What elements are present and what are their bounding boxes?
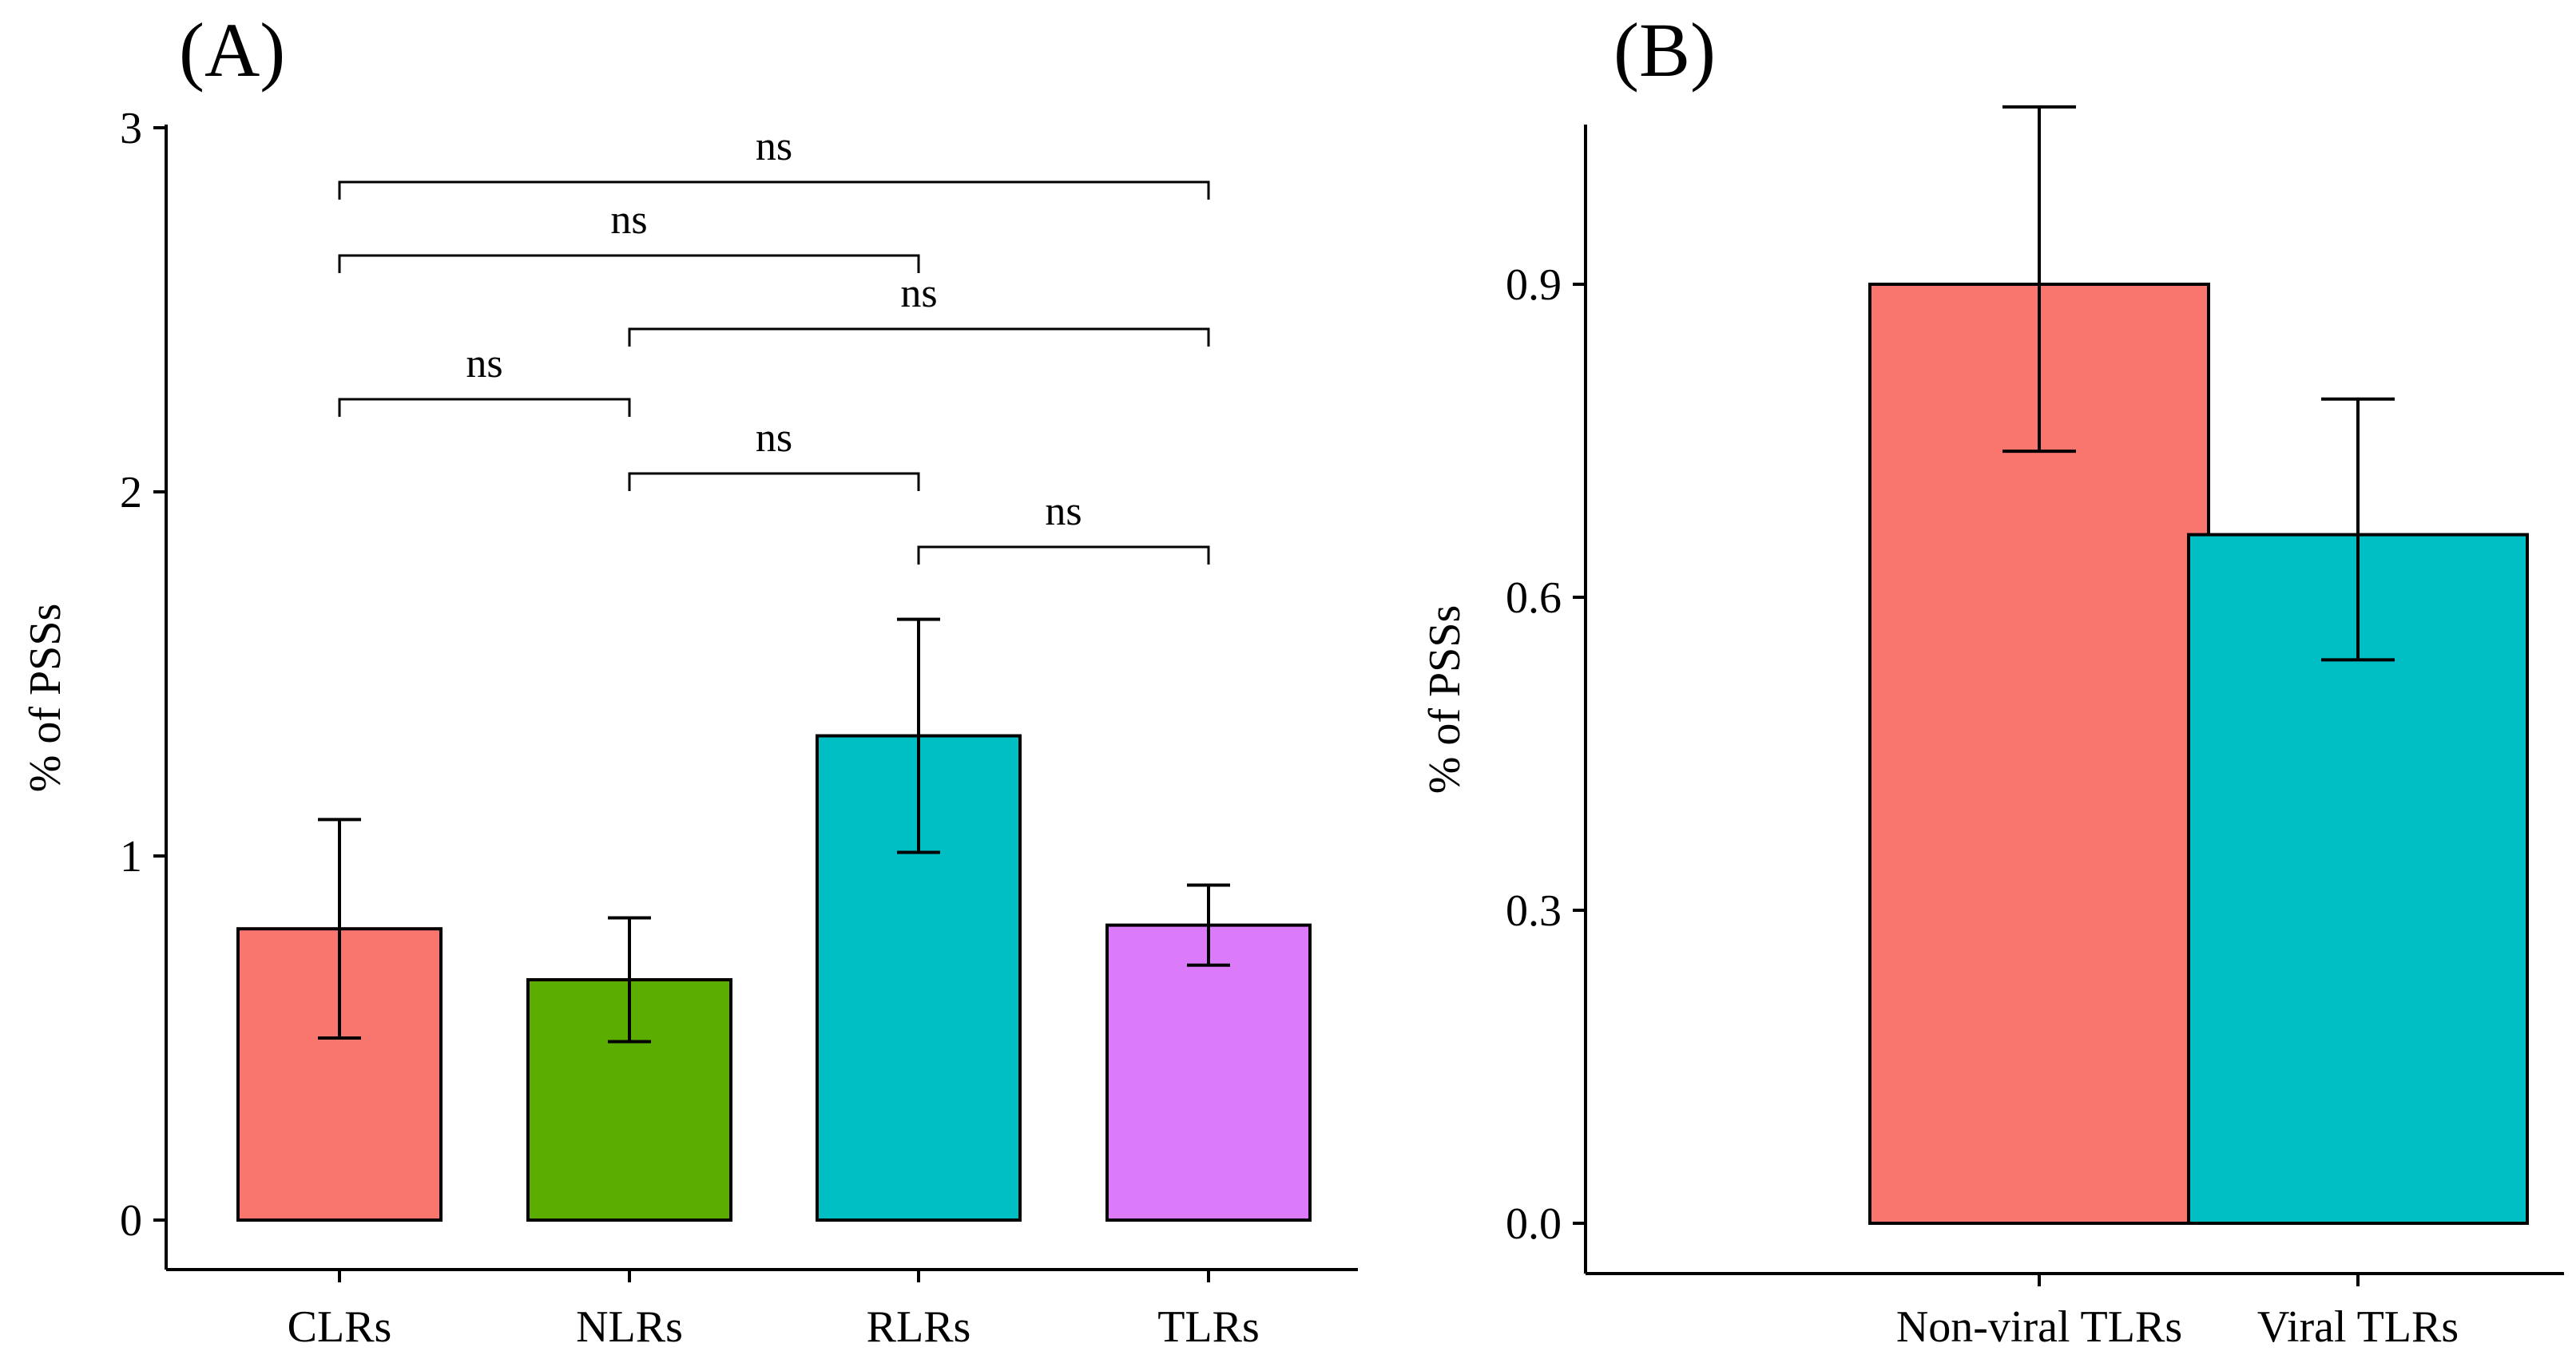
panel-a-y-axis-title: % of PSSs	[21, 604, 70, 793]
bar-tlrs	[1105, 923, 1312, 1222]
significance-bracket	[628, 472, 920, 491]
error-bar-nlrs	[608, 916, 651, 1044]
panel-a-label: (A)	[179, 7, 285, 93]
significance-bracket	[338, 180, 1210, 200]
error-bar-non-viral-tlrs	[2002, 105, 2076, 454]
panel-b-y-axis-title: % of PSSs	[1420, 605, 1470, 794]
significance-bracket	[338, 254, 920, 273]
category-label-tlrs: TLRs	[1157, 1302, 1260, 1352]
panel-b-label: (B)	[1613, 7, 1716, 93]
significance-label: ns	[1045, 489, 1082, 534]
significance-bracket	[338, 398, 631, 417]
significance-label: ns	[756, 415, 792, 461]
category-label-viral-tlrs: Viral TLRs	[2257, 1302, 2459, 1352]
significance-label: ns	[610, 197, 647, 243]
category-label-non-viral-tlrs: Non-viral TLRs	[1896, 1302, 2182, 1352]
panel-a: (A) 0 1 2 3 % of PSSs CLRs NLRs RLRs TLRs ns ns ns ns…	[21, 7, 1358, 1352]
category-label-nlrs: NLRs	[576, 1302, 683, 1352]
error-bar-viral-tlrs	[2321, 397, 2395, 662]
error-bar-rlrs	[897, 617, 940, 854]
significance-label: ns	[756, 124, 792, 169]
panel-a-y-tick-label: 1	[120, 832, 142, 882]
category-label-clrs: CLRs	[288, 1302, 392, 1352]
panel-a-y-tick-label: 2	[120, 468, 142, 517]
panel-b: (B) 0.0 0.3 0.6 0.9 % of PSSs Non-viral TLRs Vi…	[1420, 7, 2564, 1352]
panel-a-y-tick-label: 3	[120, 104, 142, 153]
panel-b-y-tick-label: 0.0	[1506, 1199, 1562, 1249]
error-bar-tlrs	[1187, 883, 1230, 967]
panel-b-y-tick-label: 0.9	[1506, 260, 1562, 310]
error-bar-clrs	[318, 818, 361, 1040]
significance-label: ns	[466, 341, 502, 386]
significance-label: ns	[900, 271, 937, 316]
panel-b-y-tick-label: 0.3	[1506, 886, 1562, 936]
significance-bracket	[917, 545, 1210, 565]
panel-a-y-tick-label: 0	[120, 1196, 142, 1246]
panel-b-y-tick-label: 0.6	[1506, 573, 1562, 623]
significance-bracket	[628, 327, 1210, 347]
category-label-rlrs: RLRs	[867, 1302, 971, 1352]
